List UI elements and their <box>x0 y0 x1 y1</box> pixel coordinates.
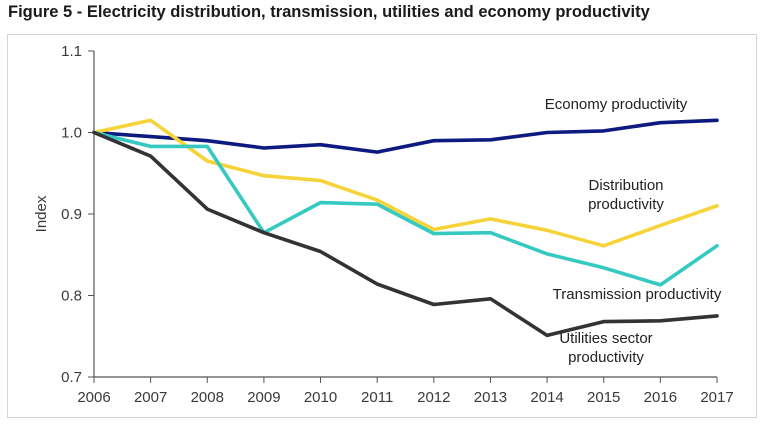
series-label-economy-productivity: Economy productivity <box>545 96 688 113</box>
series-line-utilities-sector-productivity <box>92 130 719 338</box>
series-labels: Economy productivity Distribution producti… <box>545 96 722 366</box>
y-axis-title: Index <box>33 195 50 232</box>
x-tick-label: 2017 <box>700 389 733 406</box>
series-lines <box>92 118 719 338</box>
series-line-distribution-productivity <box>92 118 719 248</box>
series-line-transmission-productivity <box>92 130 719 287</box>
x-tick-label: 2014 <box>530 389 563 406</box>
y-tick-label: 1.1 <box>61 43 82 60</box>
x-tick-label: 2009 <box>247 389 280 406</box>
series-line-economy-productivity <box>92 118 719 154</box>
series-label-utilities-sector-productivity: Utilities sector productivity <box>559 330 652 366</box>
x-tick-label: 2011 <box>361 389 393 406</box>
x-tick-label: 2015 <box>587 389 620 406</box>
x-tick-label: 2010 <box>304 389 337 406</box>
y-tick-label: 0.8 <box>61 288 82 305</box>
x-tick-label: 2008 <box>191 389 224 406</box>
x-tick-label: 2016 <box>644 389 677 406</box>
y-tick-label: 0.7 <box>61 369 82 386</box>
x-tick-label: 2013 <box>474 389 507 406</box>
axes: 0.7 0.8 0.9 1.0 1.1 2006 2007 2008 2009 2010 2011 2… <box>33 43 734 406</box>
chart-panel <box>7 34 757 418</box>
x-tick-label: 2007 <box>134 389 167 406</box>
y-tick-label: 1.0 <box>61 125 82 142</box>
x-tick-label: 2006 <box>77 389 110 406</box>
x-tick-label: 2012 <box>417 389 450 406</box>
figure-title: Figure 5 - Electricity distribution, tra… <box>8 3 650 21</box>
y-tick-label: 0.9 <box>61 206 82 223</box>
series-label-transmission-productivity: Transmission productivity <box>553 286 722 303</box>
series-label-distribution-productivity: Distribution productivity <box>588 177 664 213</box>
